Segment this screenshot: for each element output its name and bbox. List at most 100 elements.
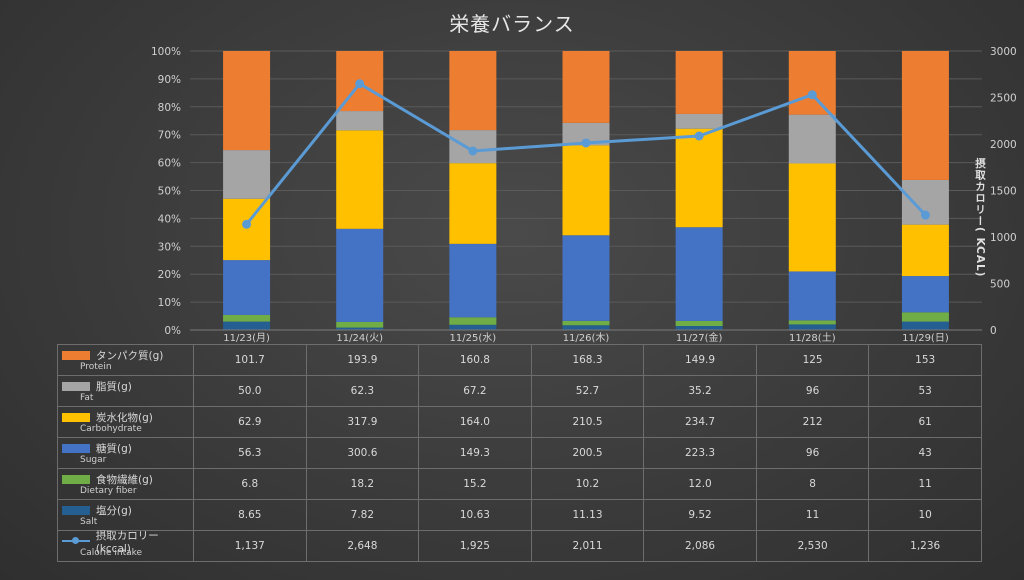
bar-segment (449, 163, 497, 244)
bar-segment (449, 324, 497, 330)
y2-tick-label: 0 (990, 325, 997, 337)
table-cell: 1,137 (193, 530, 307, 562)
bar-segment (788, 324, 836, 330)
table-row: 塩分(g) Salt 8.65 7.82 10.63 11.13 9.52 11 10 (57, 499, 982, 531)
table-cell: 212 (755, 406, 870, 438)
legend-subname: Carbohydrate (80, 424, 142, 434)
x-tick-label: 11/27(金) (676, 331, 723, 344)
x-tick-label: 11/28(土) (789, 331, 836, 344)
legend-swatch (62, 537, 90, 544)
x-tick-label: 11/29(日) (902, 333, 949, 344)
bar-segment (336, 130, 384, 229)
bar-segment (562, 145, 610, 236)
legend-subname: Dietary fiber (80, 486, 137, 496)
bar-segment (675, 320, 723, 327)
legend-subname: Protein (80, 362, 112, 372)
table-cell: 101.7 (193, 344, 307, 376)
table-cell: 61 (868, 406, 982, 438)
legend-name: 塩分(g) (96, 504, 132, 517)
legend-subname: Salt (80, 517, 98, 527)
bar-segment (449, 243, 497, 318)
calorie-point (468, 146, 478, 156)
bar-segment (223, 150, 271, 199)
calorie-point (807, 90, 817, 100)
table-cell: 149.3 (418, 437, 532, 469)
table-cell: 62.3 (305, 375, 420, 407)
legend-swatch (62, 474, 90, 484)
table-cell: 96 (755, 375, 870, 407)
row-label: タンパク質(g) Protein (57, 344, 194, 376)
y2-tick-label: 1500 (990, 186, 1017, 198)
table-cell: 1,925 (418, 530, 532, 562)
y-tick-label: 70% (158, 130, 181, 142)
table-cell: 43 (868, 437, 982, 469)
bar-segment (675, 113, 723, 129)
row-label: 食物繊維(g) Dietary fiber (57, 468, 194, 500)
y2-tick-label: 500 (990, 279, 1010, 291)
legend-subname: Sugar (80, 455, 107, 465)
table-cell: 300.6 (305, 437, 420, 469)
y-axis-left: 0% 10% 20% 30% 40% 50% 60% 70% 80% 90% 100% (151, 46, 181, 337)
y2-axis-title: 摂取カロリー( KCAL) (974, 158, 986, 278)
bar-segment (788, 114, 836, 164)
table-cell: 6.8 (193, 468, 307, 500)
table-cell: 50.0 (193, 375, 307, 407)
table-row: 炭水化物(g) Carbohydrate 62.9 317.9 164.0 210.5 23… (57, 406, 982, 438)
data-table: タンパク質(g) Protein 101.7 193.9 160.8 168.3 149.9… (57, 344, 982, 562)
table-cell: 2,086 (643, 530, 757, 562)
table-cell: 9.52 (643, 499, 757, 531)
y2-tick-label: 1000 (990, 232, 1017, 244)
legend-swatch (62, 350, 90, 360)
row-label: 塩分(g) Salt (57, 499, 194, 531)
table-cell: 7.82 (305, 499, 420, 531)
bar-segment (675, 128, 723, 228)
bar-segment (788, 163, 836, 272)
y2-tick-label: 2000 (990, 139, 1017, 151)
table-cell: 11.13 (530, 499, 645, 531)
calorie-point (694, 131, 704, 141)
bar-segment (223, 321, 271, 330)
table-cell: 52.7 (530, 375, 645, 407)
legend-swatch (62, 505, 90, 515)
y-axis-right: 0 500 1000 1500 2000 2500 3000 (990, 46, 1017, 337)
legend-name: 摂取カロリー(kccal) (95, 529, 159, 555)
table-cell: 8.65 (193, 499, 307, 531)
table-cell: 317.9 (305, 406, 420, 438)
bar-segment (336, 111, 384, 131)
bar-segment (336, 228, 384, 322)
legend-swatch (62, 381, 90, 391)
table-cell: 149.9 (643, 344, 757, 376)
y-tick-label: 50% (158, 186, 181, 198)
table-cell: 223.3 (643, 437, 757, 469)
bar-segment (675, 326, 723, 330)
calorie-line (242, 79, 930, 229)
table-row: 糖質(g) Sugar 56.3 300.6 149.3 200.5 223.3 96 43 (57, 437, 982, 469)
table-cell: 160.8 (418, 344, 532, 376)
table-cell: 15.2 (418, 468, 532, 500)
row-label: 摂取カロリー(kccal) Calorie intake (57, 529, 194, 562)
table-cell: 96 (755, 437, 870, 469)
bar-segment (901, 51, 949, 180)
row-label: 糖質(g) Sugar (57, 437, 194, 469)
table-cell: 8 (755, 468, 870, 500)
y-tick-label: 40% (158, 213, 181, 225)
table-cell: 164.0 (418, 406, 532, 438)
calorie-point (920, 210, 930, 220)
table-cell: 10 (868, 499, 982, 531)
table-cell: 193.9 (305, 344, 420, 376)
table-cell: 2,530 (755, 530, 870, 562)
bar-segment (901, 321, 949, 330)
table-cell: 12.0 (643, 468, 757, 500)
legend-subname: Fat (80, 393, 94, 403)
table-cell: 10.63 (418, 499, 532, 531)
legend-name: 脂質(g) (96, 380, 132, 393)
bar-segment (449, 51, 497, 131)
row-label: 脂質(g) Fat (57, 375, 194, 407)
legend-swatch (62, 443, 90, 453)
table-cell: 53 (868, 375, 982, 407)
table-cell: 210.5 (530, 406, 645, 438)
bar-segment (562, 51, 610, 123)
table-row: タンパク質(g) Protein 101.7 193.9 160.8 168.3 149.9… (57, 344, 982, 376)
calorie-point (355, 79, 365, 89)
x-tick-label: 11/24(火) (336, 332, 383, 344)
